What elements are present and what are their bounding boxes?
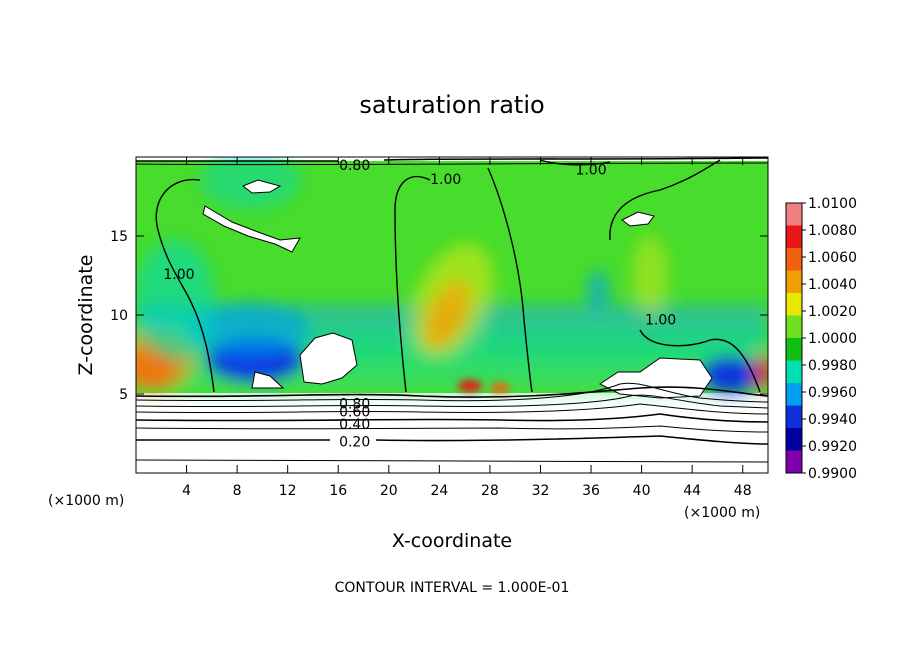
contour-label: 0.80	[339, 396, 370, 412]
colorbar-swatch	[786, 225, 802, 249]
colorbar-swatch	[786, 248, 802, 271]
contour-label: 1.00	[430, 172, 461, 188]
field-yellow-right	[632, 235, 668, 315]
x-tick-label: 28	[481, 483, 499, 499]
colorbar-level-label: 0.9940	[808, 412, 857, 428]
contour-labels: 0.801.001.001.001.000.800.600.400.20	[163, 158, 676, 451]
cloud-patch-1	[202, 205, 301, 253]
x-tick-label: 36	[582, 483, 600, 499]
field-dry-spot-2	[190, 302, 310, 358]
colorbar-level-label: 1.0020	[808, 304, 857, 320]
cloud-patch-6	[251, 371, 285, 389]
contour-label: 0.80	[339, 158, 370, 174]
contour-1-00-left	[155, 178, 215, 393]
colorbar-swatch	[786, 338, 802, 361]
colorbar-level-label: 0.9980	[808, 358, 857, 374]
contour-0-20	[136, 435, 768, 445]
contour-label: 0.40	[339, 417, 370, 433]
colorbar-level-label: 1.0000	[808, 331, 857, 347]
x-tick-label: 40	[633, 483, 651, 499]
contour-label: 0.20	[339, 434, 370, 450]
contour-label: 1.00	[645, 313, 676, 329]
field-red-right	[755, 354, 768, 390]
contour-0-60	[136, 394, 768, 409]
colorbar-level-label: 1.0100	[808, 196, 857, 212]
contour-0-40	[136, 413, 768, 423]
x-unit-right: (×1000 m)	[684, 505, 760, 521]
colorbar-swatch	[786, 383, 802, 406]
colorbar-swatch	[786, 428, 802, 451]
colorbar-level-label: 0.9900	[808, 466, 857, 482]
colorbar-level-label: 1.0060	[808, 250, 857, 266]
contour-1-00-right-2	[639, 329, 761, 393]
x-tick-label: 8	[233, 483, 242, 499]
cloud-patch-5	[621, 211, 655, 227]
colorbar-level-label: 1.0080	[808, 223, 857, 239]
colorbar-level-label: 0.9920	[808, 439, 857, 455]
y-tick-label: 10	[110, 308, 128, 324]
contour-label: 1.00	[163, 267, 194, 283]
colorbar-swatch	[786, 293, 802, 316]
contour-1-00-right	[609, 159, 721, 241]
cloud-patch-2	[242, 179, 282, 194]
contour-1-00-center-right	[487, 167, 533, 393]
field-red-base-2	[490, 383, 510, 393]
x-tick-label: 16	[329, 483, 347, 499]
x-axis-title: X-coordinate	[392, 530, 512, 552]
field-dry-spot-3	[588, 270, 608, 310]
x-tick-label: 4	[182, 483, 191, 499]
field-wet-spot-center-halo	[410, 243, 494, 357]
colorbar-swatch	[786, 203, 802, 226]
x-tick-label: 12	[279, 483, 297, 499]
field-red-base-1	[458, 380, 482, 392]
contour-0-10	[136, 459, 768, 463]
colorbar-swatch	[786, 270, 802, 294]
x-tick-label: 20	[380, 483, 398, 499]
contour-top-0-90	[136, 162, 768, 166]
contour-0-50	[136, 403, 768, 415]
x-tick-label: 32	[532, 483, 550, 499]
x-tick-label: 24	[430, 483, 448, 499]
y-tick-label: 5	[119, 387, 128, 403]
y-axis-title: Z-coordinate	[75, 255, 97, 376]
colorbar-swatch	[786, 405, 802, 429]
chart-title: saturation ratio	[359, 91, 544, 119]
y-tick-label: 15	[110, 229, 128, 245]
unity-contours	[155, 159, 761, 393]
contour-1-00-top-right	[539, 159, 611, 166]
x-tick-label: 44	[683, 483, 701, 499]
colorbar-swatch	[786, 450, 802, 474]
contour-0-30	[136, 425, 768, 433]
cloud-patch-3	[299, 332, 358, 385]
x-unit-left: (×1000 m)	[48, 493, 124, 509]
contour-label: 0.60	[339, 404, 370, 420]
colorbar-level-label: 1.0040	[808, 277, 857, 293]
contour-0-80	[136, 386, 768, 398]
field-cyan-left	[136, 240, 215, 360]
contour-1-00-center-left	[394, 175, 431, 393]
colorbar: 1.0100 1.0080 1.0060 1.0040 1.0020 1.0000 0.99…	[785, 196, 857, 482]
colorbar-level-label: 0.9960	[808, 385, 857, 401]
field-cyan-top	[200, 157, 300, 210]
colorbar-swatch	[786, 315, 802, 339]
contour-label: 1.00	[575, 163, 606, 179]
field-dry-spot-4	[700, 357, 760, 393]
contour-0-70	[136, 382, 768, 403]
contour-interval-note: CONTOUR INTERVAL = 1.000E-01	[335, 580, 570, 596]
heatmap-field	[136, 157, 768, 473]
x-tick-label: 48	[734, 483, 752, 499]
colorbar-swatch	[786, 360, 802, 384]
